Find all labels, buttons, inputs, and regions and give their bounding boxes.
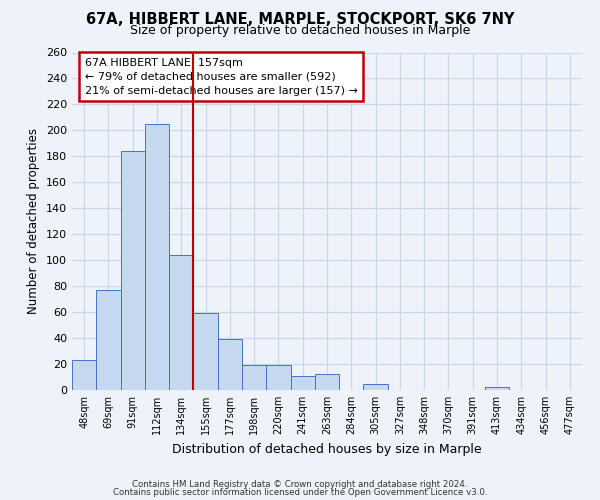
Bar bbox=[145, 124, 169, 390]
Bar bbox=[218, 340, 242, 390]
Bar bbox=[485, 388, 509, 390]
Bar bbox=[96, 290, 121, 390]
Bar bbox=[315, 374, 339, 390]
Bar bbox=[242, 366, 266, 390]
X-axis label: Distribution of detached houses by size in Marple: Distribution of detached houses by size … bbox=[172, 442, 482, 456]
Text: Contains public sector information licensed under the Open Government Licence v3: Contains public sector information licen… bbox=[113, 488, 487, 497]
Bar bbox=[290, 376, 315, 390]
Y-axis label: Number of detached properties: Number of detached properties bbox=[28, 128, 40, 314]
Bar bbox=[121, 151, 145, 390]
Text: 67A, HIBBERT LANE, MARPLE, STOCKPORT, SK6 7NY: 67A, HIBBERT LANE, MARPLE, STOCKPORT, SK… bbox=[86, 12, 514, 28]
Bar bbox=[364, 384, 388, 390]
Bar bbox=[193, 314, 218, 390]
Bar bbox=[72, 360, 96, 390]
Bar bbox=[169, 255, 193, 390]
Text: Contains HM Land Registry data © Crown copyright and database right 2024.: Contains HM Land Registry data © Crown c… bbox=[132, 480, 468, 489]
Bar bbox=[266, 366, 290, 390]
Text: Size of property relative to detached houses in Marple: Size of property relative to detached ho… bbox=[130, 24, 470, 37]
Text: 67A HIBBERT LANE: 157sqm
← 79% of detached houses are smaller (592)
21% of semi-: 67A HIBBERT LANE: 157sqm ← 79% of detach… bbox=[85, 58, 358, 96]
